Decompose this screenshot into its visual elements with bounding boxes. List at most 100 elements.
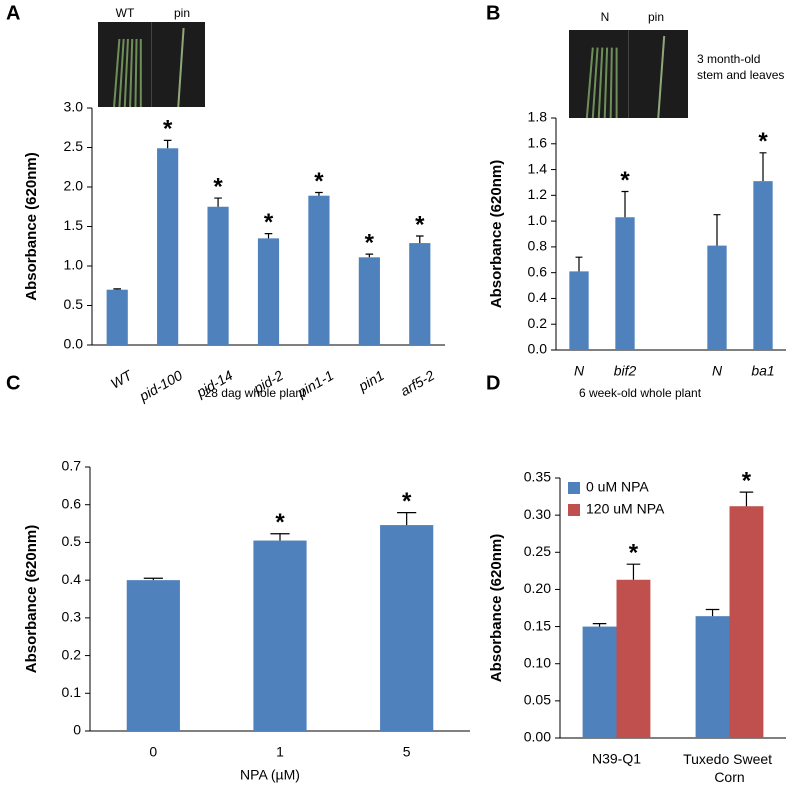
- inset-stem: [585, 47, 594, 119]
- bar: [582, 626, 617, 738]
- bar: [106, 289, 128, 345]
- x-tick-label: ba1: [751, 363, 774, 379]
- panel-label: A: [6, 2, 20, 24]
- bar: [695, 616, 730, 738]
- panel-label: B: [486, 2, 500, 24]
- y-tick-label: 0.10: [524, 654, 551, 670]
- y-tick-label: 0.7: [62, 458, 82, 474]
- y-tick-label: 0.5: [64, 296, 84, 312]
- inset-stem: [609, 47, 613, 119]
- y-tick-label: 0.05: [524, 692, 551, 708]
- x-tick-label: N: [712, 363, 723, 379]
- error-bar: [626, 563, 641, 580]
- significance: *: [275, 509, 285, 536]
- x-tick-label: bif2: [614, 363, 637, 379]
- y-tick-label: 1.0: [64, 257, 84, 273]
- significance: *: [264, 209, 274, 236]
- x-tick-label: Tuxedo Sweet Corn: [683, 751, 776, 785]
- x-tick-label: arf5-2: [397, 367, 437, 399]
- y-tick-label: 1.6: [528, 134, 548, 150]
- y-tick-label: 0.6: [62, 495, 82, 511]
- y-tick-label: 0.2: [62, 646, 82, 662]
- legend-label: 120 uM NPA: [586, 501, 665, 517]
- y-tick-label: 0.0: [528, 341, 548, 357]
- bar: [707, 245, 727, 350]
- error-bar: [264, 233, 273, 239]
- chart-title: 28 dag whole plant: [205, 386, 306, 400]
- inset-stem: [657, 35, 666, 119]
- y-tick-label: 0.6: [528, 263, 548, 279]
- y-tick-label: 0.00: [524, 729, 551, 745]
- y-axis-label: Absorbance (620nm): [488, 534, 505, 682]
- bar: [358, 257, 380, 345]
- y-axis-label: Absorbance (620nm): [488, 160, 505, 308]
- inset-stem: [118, 38, 125, 108]
- error-bar: [163, 139, 172, 149]
- error-bar: [739, 491, 754, 507]
- error-bar: [713, 214, 721, 246]
- x-tick-label: N: [574, 363, 585, 379]
- x-tick-label: WT: [108, 366, 136, 391]
- significance: *: [163, 116, 173, 143]
- bar: [569, 271, 589, 350]
- bar: [308, 195, 330, 345]
- x-axis-label: NPA (µM): [240, 767, 300, 783]
- inset-stem: [129, 38, 134, 108]
- bar: [257, 238, 280, 345]
- y-tick-label: 0.1: [62, 684, 82, 700]
- y-tick-label: 1.8: [528, 109, 548, 125]
- inset-label: pin: [174, 6, 190, 20]
- y-tick-label: 0.0: [64, 336, 84, 352]
- error-bar: [270, 533, 290, 541]
- inset-label: pin: [648, 10, 664, 24]
- bar: [753, 181, 773, 350]
- bar: [380, 525, 434, 731]
- significance: *: [314, 168, 324, 195]
- y-tick-label: 0.5: [62, 533, 82, 549]
- y-tick-label: 1.2: [528, 186, 548, 202]
- error-bar: [621, 190, 629, 218]
- y-tick-label: 0.8: [528, 238, 548, 254]
- x-tick-label: pin1: [355, 367, 387, 395]
- significance: *: [758, 128, 768, 155]
- error-bar: [592, 623, 607, 627]
- inset-stem: [177, 27, 185, 108]
- bar: [207, 206, 229, 345]
- error-bar: [397, 512, 417, 526]
- significance: *: [415, 211, 425, 238]
- y-tick-label: 0.20: [524, 580, 551, 596]
- y-tick-label: 1.0: [528, 212, 548, 228]
- bar: [157, 148, 179, 345]
- x-tick-label: pid-100: [136, 367, 185, 405]
- error-bar: [214, 197, 222, 207]
- inset-stem: [113, 38, 121, 108]
- legend-label: 0 uM NPA: [586, 479, 649, 495]
- x-tick-label: N39-Q1: [592, 751, 641, 767]
- significance: *: [620, 167, 630, 194]
- error-bar: [415, 235, 424, 244]
- bar: [253, 540, 307, 731]
- error-bar: [705, 608, 720, 617]
- inset-label: N: [601, 10, 610, 24]
- bar: [615, 217, 635, 350]
- y-tick-label: 0.25: [524, 543, 551, 559]
- inset-stem: [597, 47, 604, 119]
- error-bar: [365, 253, 374, 258]
- panel-label: D: [486, 372, 500, 394]
- error-bar: [143, 577, 163, 581]
- chart-title: 6 week-old whole plant: [579, 386, 702, 400]
- bar: [616, 579, 651, 738]
- significance: *: [742, 467, 752, 494]
- x-tick-label: 0: [149, 744, 157, 760]
- y-tick-label: 0: [73, 722, 81, 738]
- y-tick-label: 2.5: [64, 138, 84, 154]
- y-tick-label: 0.4: [528, 289, 548, 305]
- legend-swatch: [568, 482, 580, 494]
- y-tick-label: 1.5: [64, 217, 84, 233]
- x-tick-label: 1: [276, 744, 284, 760]
- annotation: 3 month-old: [697, 52, 760, 66]
- error-bar: [575, 256, 583, 272]
- inset-stem: [603, 47, 609, 119]
- error-bar: [113, 288, 122, 290]
